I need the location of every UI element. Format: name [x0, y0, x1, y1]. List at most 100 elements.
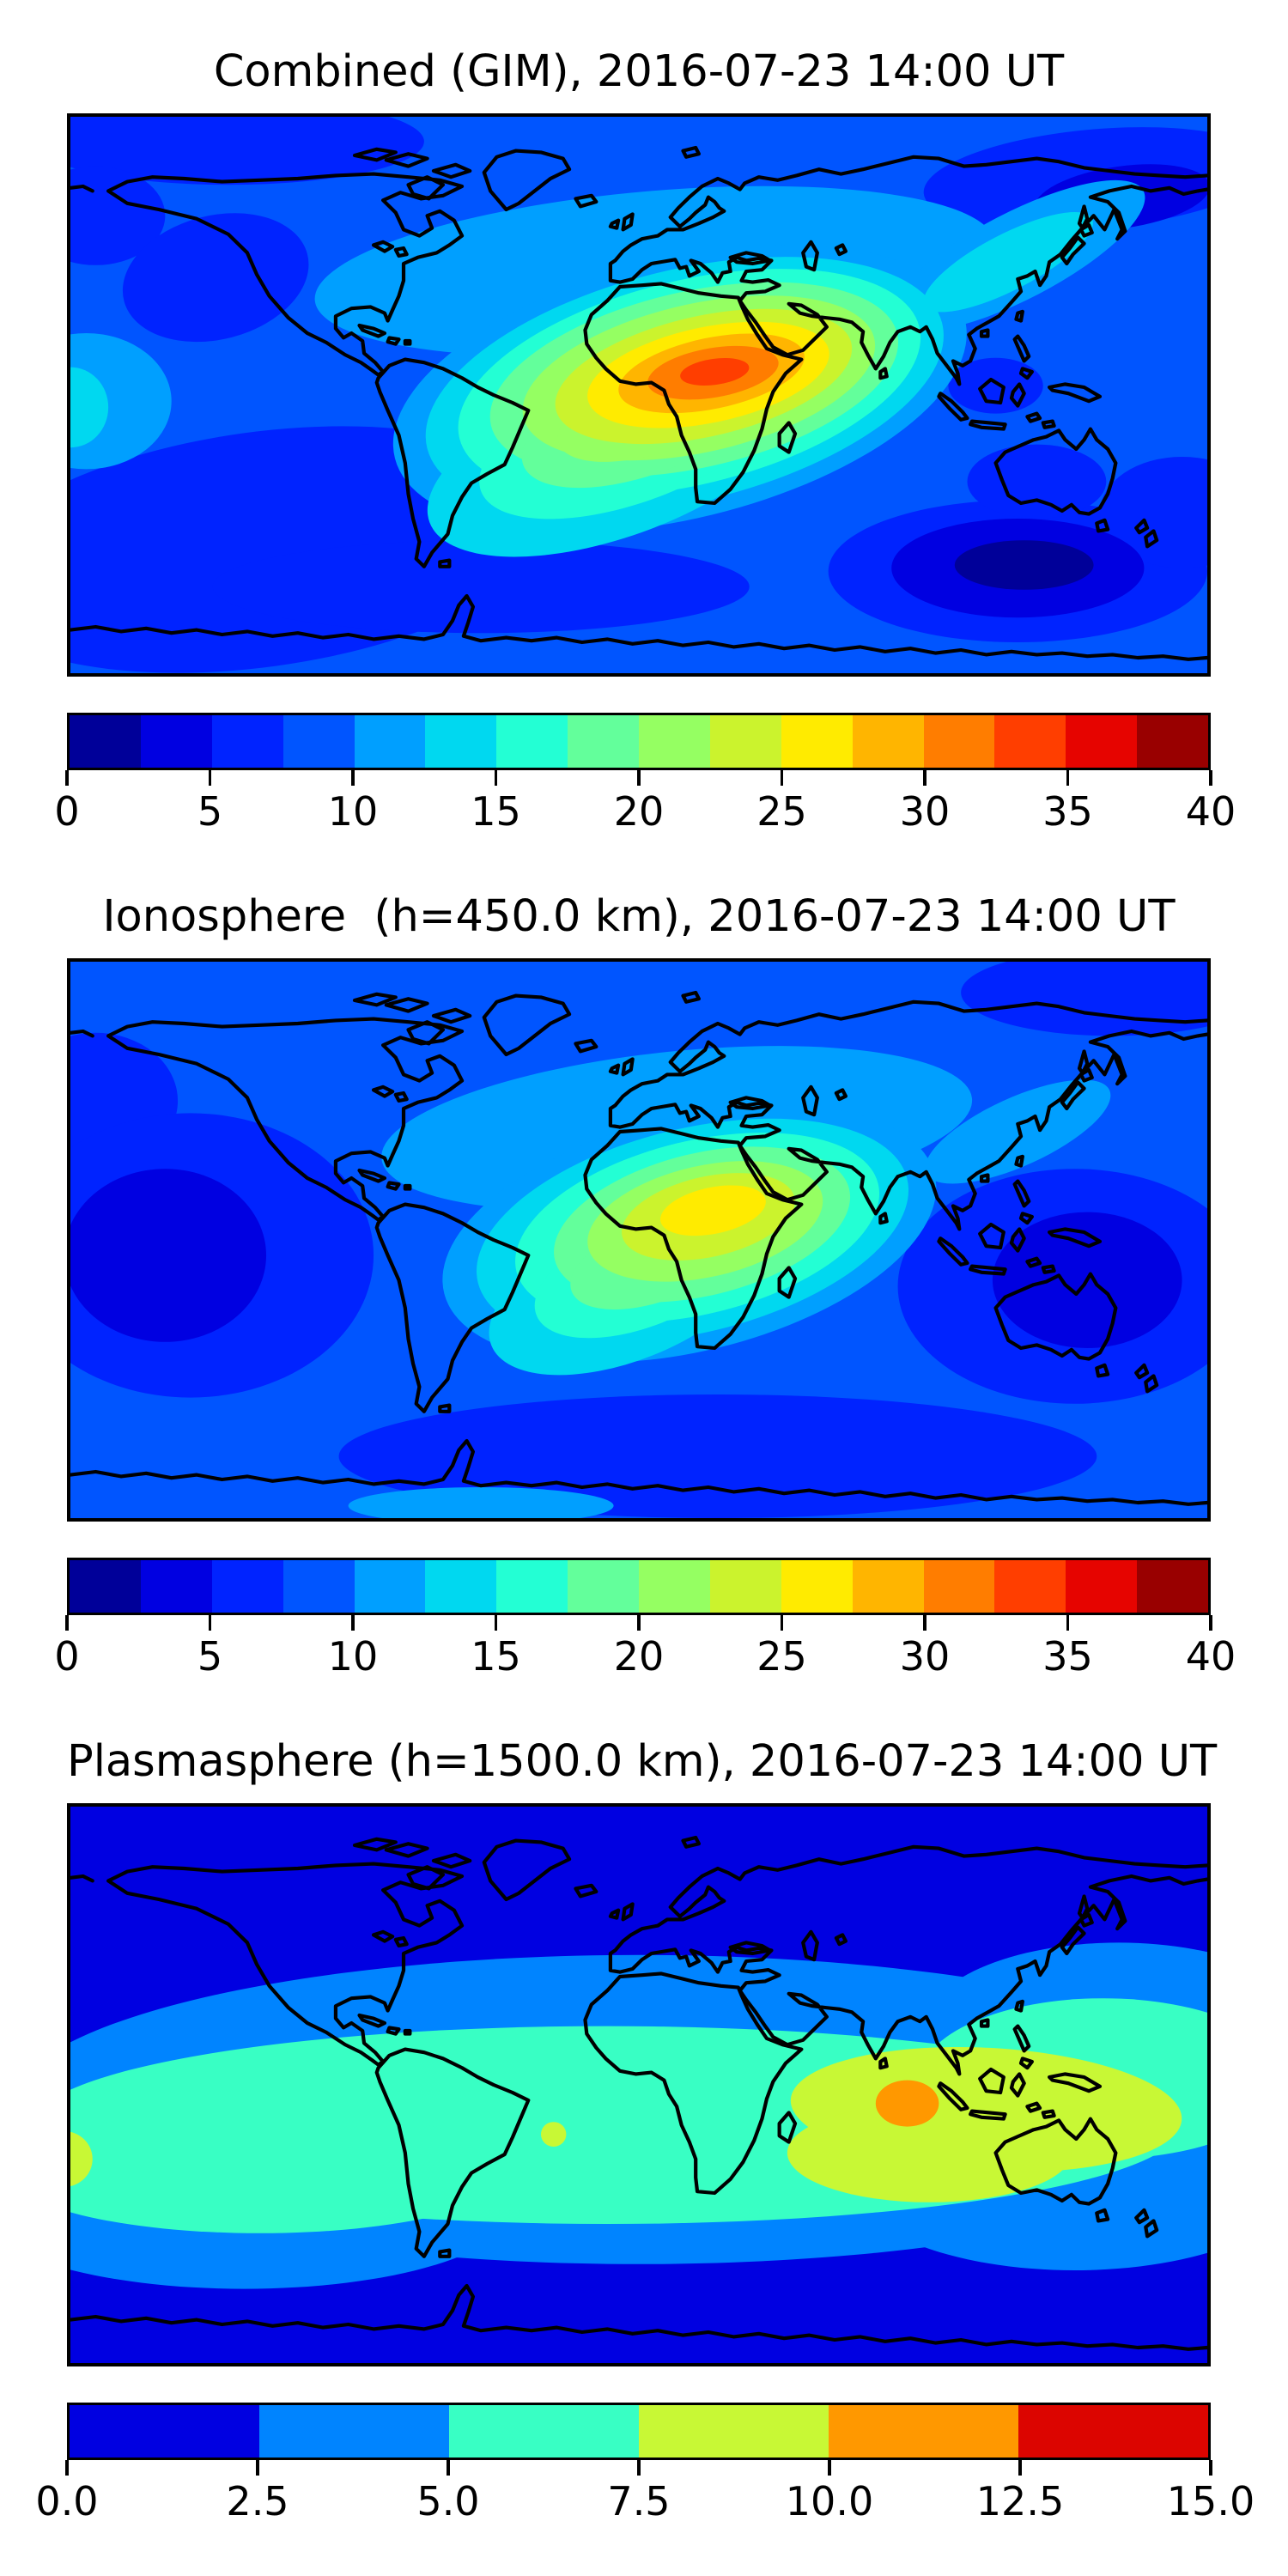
colorbar-tick-label: 40 — [1185, 1633, 1236, 1680]
colorbar-tick-mark — [780, 1615, 784, 1631]
colorbar-tick-label: 25 — [756, 788, 807, 835]
colorbar-segment — [923, 715, 995, 768]
colorbar-tick-mark — [923, 1615, 927, 1631]
colorbar-tick-mark — [637, 1615, 641, 1631]
colorbar-ticks-plasmasphere: 0.0 2.5 5.0 7.5 10.0 12.5 15.0 — [35, 2460, 1255, 2529]
colorbar-segment — [354, 1560, 426, 1613]
colorbar-tick-label: 30 — [899, 788, 951, 835]
colorbar-tick-mark — [494, 770, 498, 786]
colorbar-segment — [1018, 2405, 1208, 2458]
panel-ionosphere: Ionosphere (h=450.0 km), 2016-07-23 14:0… — [54, 845, 1236, 1690]
colorbar-segment — [1066, 715, 1138, 768]
panel-combined: Combined (GIM), 2016-07-23 14:00 UT — [54, 0, 1236, 845]
colorbar-tick-label: 5 — [197, 788, 223, 835]
colorbar-combined — [67, 713, 1211, 770]
colorbar-tick-mark — [828, 2460, 831, 2476]
colorbar-segment — [70, 1560, 141, 1613]
colorbar-segment — [1137, 1560, 1208, 1613]
colorbar-tick-mark — [351, 770, 355, 786]
colorbar-tick-mark — [637, 2460, 641, 2476]
colorbar-segment — [568, 715, 639, 768]
colorbar-tick-label: 5.0 — [416, 2478, 480, 2524]
map-ionosphere — [67, 958, 1211, 1522]
contour-field-combined — [70, 117, 1207, 673]
colorbar-segment — [852, 1560, 924, 1613]
colorbar-segment — [211, 715, 283, 768]
colorbar-segment — [639, 1560, 710, 1613]
colorbar-segment — [923, 1560, 995, 1613]
colorbar-segment — [639, 715, 710, 768]
colorbar-segment — [1066, 1560, 1138, 1613]
colorbar-tick-label: 35 — [1042, 1633, 1093, 1680]
colorbar-tick-mark — [65, 770, 69, 786]
colorbar-segment — [994, 1560, 1066, 1613]
colorbar-tick-mark — [65, 2460, 69, 2476]
colorbar-segment — [354, 715, 426, 768]
contour-field-plasmasphere — [70, 1807, 1207, 2363]
panel-title-plasmasphere: Plasmasphere (h=1500.0 km), 2016-07-23 1… — [67, 1736, 1218, 1787]
panel-title-ionosphere: Ionosphere (h=450.0 km), 2016-07-23 14:0… — [102, 891, 1176, 942]
colorbar-tick-label: 40 — [1185, 788, 1236, 835]
colorbar-tick-mark — [351, 1615, 355, 1631]
colorbar-tick-label: 10 — [327, 788, 379, 835]
panel-title-combined: Combined (GIM), 2016-07-23 14:00 UT — [213, 46, 1065, 97]
colorbar-tick-mark — [1066, 1615, 1070, 1631]
colorbar-tick-mark — [447, 2460, 450, 2476]
map-plasmasphere — [67, 1803, 1211, 2366]
colorbar-tick-mark — [923, 770, 927, 786]
colorbar-segment — [709, 1560, 781, 1613]
colorbar-segment — [781, 1560, 853, 1613]
colorbar-tick-label: 20 — [613, 1633, 665, 1680]
colorbar-plasmasphere — [67, 2403, 1211, 2460]
colorbar-segment — [829, 2405, 1018, 2458]
colorbar-tick-mark — [1209, 2460, 1212, 2476]
colorbar-tick-mark — [1066, 770, 1070, 786]
colorbar-ticks-combined: 0 5 10 15 20 25 30 35 40 — [54, 770, 1236, 839]
colorbar-segment — [994, 715, 1066, 768]
colorbar-tick-label: 10 — [327, 1633, 379, 1680]
colorbar-tick-label: 35 — [1042, 788, 1093, 835]
panel-plasmasphere: Plasmasphere (h=1500.0 km), 2016-07-23 1… — [35, 1690, 1255, 2535]
colorbar-segment — [140, 1560, 212, 1613]
colorbar-tick-label: 30 — [899, 1633, 951, 1680]
colorbar-tick-label: 15 — [471, 788, 521, 835]
colorbar-ionosphere — [67, 1558, 1211, 1615]
colorbar-tick-mark — [1209, 770, 1212, 786]
colorbar-segment — [70, 715, 141, 768]
colorbar-segment — [259, 2405, 449, 2458]
colorbar-segment — [425, 715, 497, 768]
colorbar-tick-label: 12.5 — [975, 2478, 1065, 2524]
colorbar-segment — [140, 715, 212, 768]
colorbar-segment — [496, 1560, 568, 1613]
colorbar-tick-label: 25 — [756, 1633, 807, 1680]
colorbar-segment — [211, 1560, 283, 1613]
colorbar-tick-label: 10.0 — [785, 2478, 874, 2524]
colorbar-tick-mark — [780, 770, 784, 786]
colorbar-tick-mark — [256, 2460, 259, 2476]
colorbar-tick-label: 15 — [471, 1633, 521, 1680]
colorbar-segment — [425, 1560, 497, 1613]
colorbar-tick-mark — [208, 770, 212, 786]
colorbar-segment — [568, 1560, 639, 1613]
colorbar-tick-mark — [1018, 2460, 1022, 2476]
colorbar-segment — [709, 715, 781, 768]
colorbar-segment — [449, 2405, 639, 2458]
colorbar-tick-label: 7.5 — [607, 2478, 671, 2524]
colorbar-tick-mark — [494, 1615, 498, 1631]
colorbar-segment — [496, 715, 568, 768]
colorbar-segment — [639, 2405, 829, 2458]
colorbar-segment — [283, 715, 355, 768]
contour-field-ionosphere — [70, 962, 1207, 1518]
colorbar-tick-mark — [208, 1615, 212, 1631]
colorbar-tick-label: 0.0 — [35, 2478, 99, 2524]
colorbar-tick-label: 5 — [197, 1633, 223, 1680]
colorbar-segment — [852, 715, 924, 768]
colorbar-tick-label: 0 — [54, 788, 80, 835]
colorbar-ticks-ionosphere: 0 5 10 15 20 25 30 35 40 — [54, 1615, 1236, 1684]
colorbar-tick-label: 0 — [54, 1633, 80, 1680]
colorbar-segment — [283, 1560, 355, 1613]
colorbar-tick-label: 2.5 — [226, 2478, 289, 2524]
colorbar-tick-mark — [65, 1615, 69, 1631]
colorbar-segment — [781, 715, 853, 768]
colorbar-segment — [70, 2405, 259, 2458]
